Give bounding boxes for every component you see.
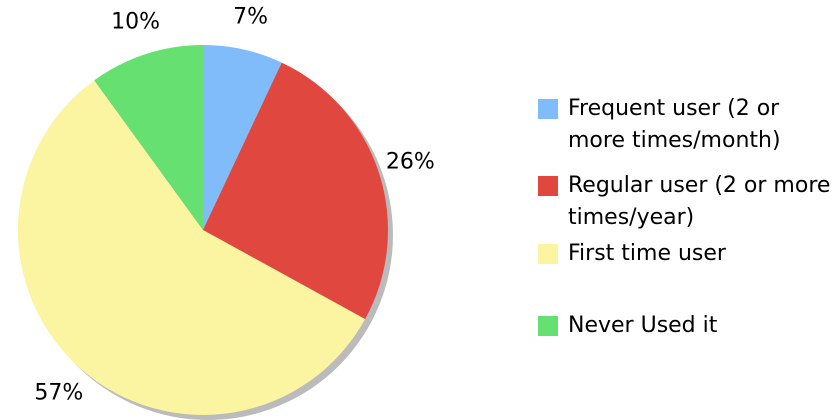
- pie-slice: [203, 62, 389, 320]
- legend-label: Never Used it: [568, 313, 718, 338]
- legend-swatch: [538, 99, 558, 119]
- legend-item: Frequent user (2 or more times/month): [538, 93, 828, 157]
- legend-item: First time user: [538, 238, 828, 270]
- pie-slice: [18, 80, 366, 415]
- legend-label: Regular user (2 or more times/year): [568, 173, 831, 230]
- slice-label: 57%: [34, 381, 83, 406]
- slice-label: 10%: [111, 10, 160, 35]
- slice-label: 7%: [233, 4, 268, 29]
- legend-swatch: [538, 316, 558, 336]
- slice-label: 26%: [386, 150, 435, 175]
- legend-swatch: [538, 176, 558, 196]
- legend-item: Never Used it: [538, 310, 828, 342]
- legend-item: Regular user (2 or more times/year): [538, 170, 830, 234]
- pie-slice: [203, 45, 282, 230]
- legend-swatch: [538, 244, 558, 264]
- pie-slice: [94, 45, 203, 230]
- legend-label: Frequent user (2 or more times/month): [568, 96, 781, 153]
- legend-label: First time user: [568, 241, 726, 266]
